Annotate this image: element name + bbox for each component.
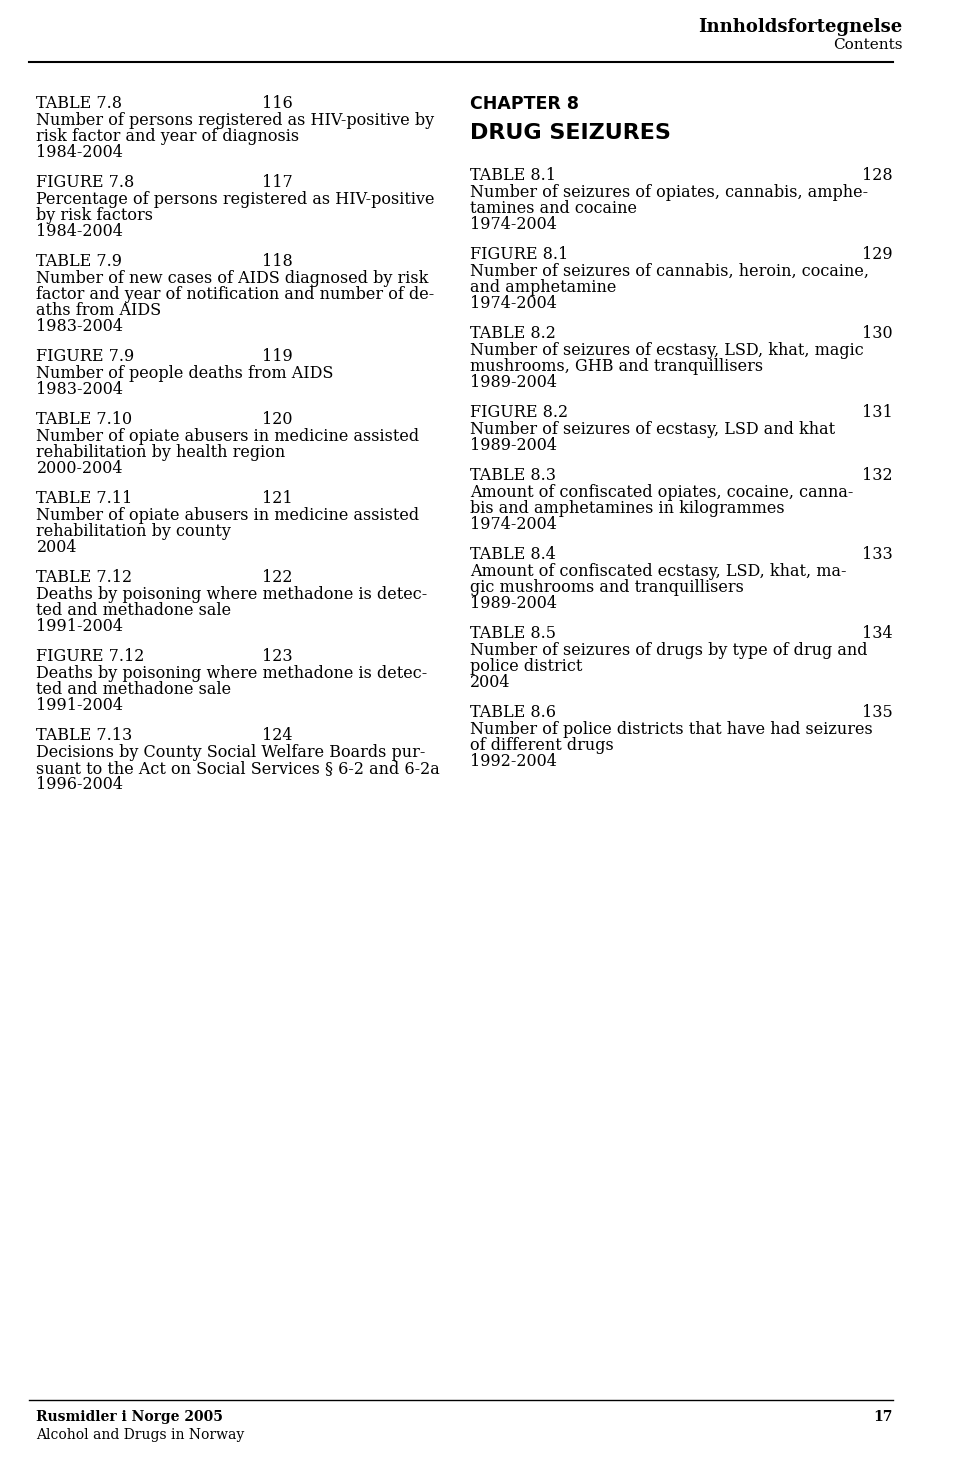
Text: FIGURE 7.8: FIGURE 7.8	[36, 174, 134, 191]
Text: TABLE 8.3: TABLE 8.3	[470, 467, 557, 484]
Text: FIGURE 8.2: FIGURE 8.2	[470, 404, 568, 422]
Text: 121: 121	[262, 490, 293, 506]
Text: Deaths by poisoning where methadone is detec-: Deaths by poisoning where methadone is d…	[36, 665, 428, 681]
Text: 123: 123	[262, 648, 293, 665]
Text: DRUG SEIZURES: DRUG SEIZURES	[470, 123, 671, 143]
Text: TABLE 7.11: TABLE 7.11	[36, 490, 132, 506]
Text: 2004: 2004	[36, 538, 77, 556]
Text: TABLE 8.2: TABLE 8.2	[470, 325, 556, 341]
Text: 131: 131	[862, 404, 893, 422]
Text: gic mushrooms and tranquillisers: gic mushrooms and tranquillisers	[470, 579, 744, 595]
Text: FIGURE 7.9: FIGURE 7.9	[36, 349, 134, 365]
Text: 134: 134	[862, 624, 893, 642]
Text: Percentage of persons registered as HIV-positive: Percentage of persons registered as HIV-…	[36, 191, 435, 209]
Text: Number of police districts that have had seizures: Number of police districts that have had…	[470, 721, 873, 738]
Text: TABLE 8.5: TABLE 8.5	[470, 624, 557, 642]
Text: police district: police district	[470, 658, 583, 676]
Text: 1992-2004: 1992-2004	[470, 753, 557, 770]
Text: 1991-2004: 1991-2004	[36, 619, 124, 635]
Text: 2000-2004: 2000-2004	[36, 460, 123, 477]
Text: by risk factors: by risk factors	[36, 207, 154, 225]
Text: and amphetamine: and amphetamine	[470, 279, 616, 296]
Text: 1989-2004: 1989-2004	[470, 595, 558, 611]
Text: Amount of confiscated opiates, cocaine, canna-: Amount of confiscated opiates, cocaine, …	[470, 484, 853, 500]
Text: Number of people deaths from AIDS: Number of people deaths from AIDS	[36, 365, 334, 382]
Text: Number of seizures of ecstasy, LSD, khat, magic: Number of seizures of ecstasy, LSD, khat…	[470, 341, 864, 359]
Text: 1989-2004: 1989-2004	[470, 438, 558, 454]
Text: 118: 118	[262, 252, 293, 270]
Text: 2004: 2004	[470, 674, 511, 692]
Text: mushrooms, GHB and tranquillisers: mushrooms, GHB and tranquillisers	[470, 357, 763, 375]
Text: Number of seizures of drugs by type of drug and: Number of seizures of drugs by type of d…	[470, 642, 868, 659]
Text: 132: 132	[862, 467, 893, 484]
Text: 119: 119	[262, 349, 293, 365]
Text: Number of seizures of ecstasy, LSD and khat: Number of seizures of ecstasy, LSD and k…	[470, 422, 835, 438]
Text: Deaths by poisoning where methadone is detec-: Deaths by poisoning where methadone is d…	[36, 587, 428, 603]
Text: FIGURE 7.12: FIGURE 7.12	[36, 648, 145, 665]
Text: 128: 128	[862, 166, 893, 184]
Text: 130: 130	[862, 325, 893, 341]
Text: Alcohol and Drugs in Norway: Alcohol and Drugs in Norway	[36, 1428, 245, 1441]
Text: 124: 124	[262, 727, 293, 744]
Text: TABLE 7.10: TABLE 7.10	[36, 411, 132, 427]
Text: Innholdsfortegnelse: Innholdsfortegnelse	[698, 18, 902, 36]
Text: 116: 116	[262, 95, 293, 112]
Text: 135: 135	[862, 705, 893, 721]
Text: 1989-2004: 1989-2004	[470, 374, 558, 391]
Text: Amount of confiscated ecstasy, LSD, khat, ma-: Amount of confiscated ecstasy, LSD, khat…	[470, 563, 847, 581]
Text: Contents: Contents	[833, 38, 902, 53]
Text: TABLE 7.13: TABLE 7.13	[36, 727, 132, 744]
Text: 1974-2004: 1974-2004	[470, 516, 557, 533]
Text: rehabilitation by health region: rehabilitation by health region	[36, 444, 286, 461]
Text: 1984-2004: 1984-2004	[36, 144, 123, 160]
Text: ted and methadone sale: ted and methadone sale	[36, 603, 231, 619]
Text: 117: 117	[262, 174, 293, 191]
Text: TABLE 7.8: TABLE 7.8	[36, 95, 123, 112]
Text: TABLE 8.6: TABLE 8.6	[470, 705, 557, 721]
Text: TABLE 8.1: TABLE 8.1	[470, 166, 557, 184]
Text: 17: 17	[874, 1409, 893, 1424]
Text: 1974-2004: 1974-2004	[470, 295, 557, 312]
Text: Number of seizures of cannabis, heroin, cocaine,: Number of seizures of cannabis, heroin, …	[470, 263, 870, 280]
Text: 1996-2004: 1996-2004	[36, 776, 124, 794]
Text: of different drugs: of different drugs	[470, 737, 614, 754]
Text: Rusmidler i Norge 2005: Rusmidler i Norge 2005	[36, 1409, 224, 1424]
Text: risk factor and year of diagnosis: risk factor and year of diagnosis	[36, 128, 300, 144]
Text: ted and methadone sale: ted and methadone sale	[36, 681, 231, 697]
Text: tamines and cocaine: tamines and cocaine	[470, 200, 637, 217]
Text: 1991-2004: 1991-2004	[36, 697, 124, 713]
Text: Number of opiate abusers in medicine assisted: Number of opiate abusers in medicine ass…	[36, 506, 420, 524]
Text: TABLE 7.9: TABLE 7.9	[36, 252, 123, 270]
Text: Number of new cases of AIDS diagnosed by risk: Number of new cases of AIDS diagnosed by…	[36, 270, 429, 287]
Text: suant to the Act on Social Services § 6-2 and 6-2a: suant to the Act on Social Services § 6-…	[36, 760, 441, 778]
Text: TABLE 7.12: TABLE 7.12	[36, 569, 132, 587]
Text: rehabilitation by county: rehabilitation by county	[36, 522, 231, 540]
Text: Number of persons registered as HIV-positive by: Number of persons registered as HIV-posi…	[36, 112, 435, 128]
Text: CHAPTER 8: CHAPTER 8	[470, 95, 579, 112]
Text: 1974-2004: 1974-2004	[470, 216, 557, 233]
Text: 133: 133	[862, 546, 893, 563]
Text: bis and amphetamines in kilogrammes: bis and amphetamines in kilogrammes	[470, 500, 785, 516]
Text: Number of seizures of opiates, cannabis, amphe-: Number of seizures of opiates, cannabis,…	[470, 184, 869, 201]
Text: 129: 129	[862, 247, 893, 263]
Text: 120: 120	[262, 411, 293, 427]
Text: Number of opiate abusers in medicine assisted: Number of opiate abusers in medicine ass…	[36, 427, 420, 445]
Text: Decisions by County Social Welfare Boards pur-: Decisions by County Social Welfare Board…	[36, 744, 426, 762]
Text: 1984-2004: 1984-2004	[36, 223, 123, 239]
Text: aths from AIDS: aths from AIDS	[36, 302, 161, 320]
Text: 1983-2004: 1983-2004	[36, 381, 124, 398]
Text: 1983-2004: 1983-2004	[36, 318, 124, 336]
Text: FIGURE 8.1: FIGURE 8.1	[470, 247, 568, 263]
Text: TABLE 8.4: TABLE 8.4	[470, 546, 556, 563]
Text: factor and year of notification and number of de-: factor and year of notification and numb…	[36, 286, 435, 303]
Text: 122: 122	[262, 569, 293, 587]
